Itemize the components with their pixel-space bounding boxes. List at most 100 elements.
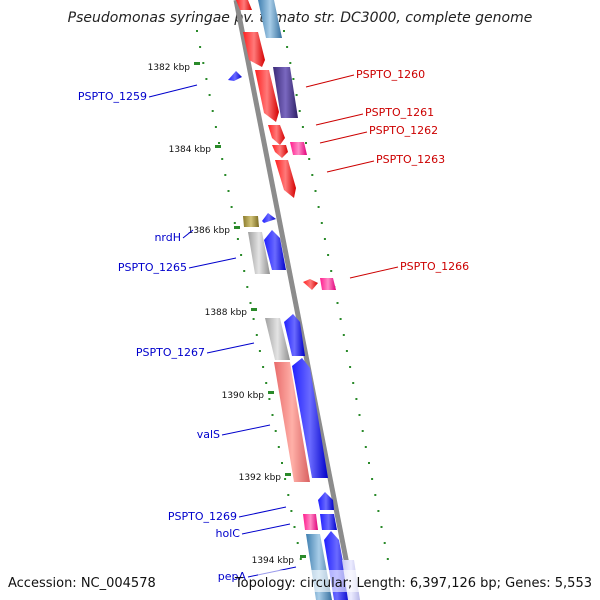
tick-dot	[249, 302, 252, 304]
gene-pspto-1266-ortholog[interactable]	[320, 278, 336, 290]
gene-pspto-1260-arrow[interactable]	[243, 32, 265, 67]
gene-pspto-1265-arrow[interactable]	[264, 230, 286, 270]
tick-dot	[339, 318, 342, 320]
tick-dot	[336, 302, 339, 304]
tick-dot	[208, 94, 211, 96]
label-pspto-1259[interactable]: PSPTO_1259	[78, 90, 147, 103]
gene-pspto-1261-arrow[interactable]	[268, 125, 285, 145]
reverse-gene-labels: PSPTO_1259 nrdH PSPTO_1265 PSPTO_1267 va…	[78, 84, 297, 583]
label-pspto-1266[interactable]: PSPTO_1266	[400, 260, 469, 273]
gene-nrdh-ortholog[interactable]	[243, 216, 259, 227]
gene-nrdh-arrow[interactable]	[262, 213, 276, 223]
gene-pspto-1260-b-arrow[interactable]	[255, 70, 279, 122]
gene-pspto-1263-arrow[interactable]	[275, 160, 296, 198]
tick-dot	[258, 350, 261, 352]
dotted-tick-tracks	[196, 30, 389, 560]
tick-dot	[305, 142, 307, 144]
gene-pspto-1262-arrow[interactable]	[272, 145, 288, 158]
tick-dot	[230, 206, 233, 208]
leader-line	[315, 113, 364, 126]
tick-dot	[286, 46, 289, 48]
leader-line	[188, 257, 237, 269]
tick-dot	[342, 334, 345, 336]
label-vals[interactable]: valS	[197, 428, 220, 441]
gene-holc-arrow[interactable]	[320, 514, 337, 530]
tick-dot	[268, 398, 271, 400]
kbp-label: 1382 kbp	[148, 63, 191, 73]
tick-dot	[277, 446, 280, 448]
kbp-label: 1392 kbp	[239, 473, 282, 483]
kbp-label: 1394 kbp	[252, 556, 295, 566]
label-holc[interactable]: holC	[216, 527, 241, 540]
gene-vals-arrow[interactable]	[292, 358, 328, 478]
leader-line	[349, 266, 399, 279]
leader-line	[238, 506, 287, 518]
tick-dot	[374, 494, 377, 496]
label-pepa[interactable]: pepA	[218, 570, 247, 583]
tick-dot	[323, 238, 326, 240]
tick-dot	[221, 158, 224, 160]
gene-vals-ortholog[interactable]	[274, 362, 310, 482]
tick-dot	[196, 30, 198, 32]
tick-dot	[262, 366, 265, 368]
kbp-label: 1384 kbp	[169, 145, 212, 155]
tick-dot	[383, 542, 386, 544]
leader-line	[206, 342, 255, 354]
tick-dot	[308, 158, 311, 160]
kbp-scale: 1382 kbp 1384 kbp 1386 kbp 1388 kbp 1390…	[148, 62, 306, 566]
label-nrdh[interactable]: nrdH	[154, 231, 181, 244]
label-pspto-1262[interactable]: PSPTO_1262	[369, 124, 438, 137]
gene-pspto-1265-ortholog[interactable]	[248, 232, 270, 274]
gene-pspto-1269-arrow[interactable]	[318, 492, 334, 510]
tick-dot	[345, 350, 348, 352]
label-pspto-1269[interactable]: PSPTO_1269	[168, 510, 237, 523]
gene-pspto-1267-arrow[interactable]	[284, 314, 305, 356]
tick-dot	[252, 318, 255, 320]
tick-dot	[218, 142, 220, 144]
tick-dot	[296, 542, 299, 544]
tick-dot	[327, 254, 330, 256]
tick-dot	[199, 46, 202, 48]
kbp-tick	[194, 62, 200, 65]
label-pspto-1265[interactable]: PSPTO_1265	[118, 261, 187, 274]
forward-gene-labels: PSPTO_1260 PSPTO_1261 PSPTO_1262 PSPTO_1…	[305, 68, 469, 279]
label-pspto-1260[interactable]: PSPTO_1260	[356, 68, 425, 81]
leader-line	[182, 229, 194, 239]
tick-dot	[368, 462, 370, 464]
leader-line	[305, 74, 355, 88]
gene-pspto-1259-arrow[interactable]	[228, 71, 242, 81]
tick-dot	[320, 222, 323, 224]
gene-arrow[interactable]	[258, 0, 282, 38]
gene-arrow[interactable]	[236, 0, 252, 10]
tick-dot	[281, 462, 283, 464]
kbp-label: 1386 kbp	[188, 226, 231, 236]
label-pspto-1261[interactable]: PSPTO_1261	[365, 106, 434, 119]
tick-dot	[298, 110, 301, 112]
leader-line	[148, 84, 198, 98]
gene-pspto-1260-ortholog-arrow[interactable]	[273, 67, 298, 118]
gene-pspto-1262-ortholog-arrow[interactable]	[290, 142, 307, 155]
gene-pspto-1267-ortholog[interactable]	[265, 318, 290, 360]
tick-dot	[361, 430, 364, 432]
label-pspto-1263[interactable]: PSPTO_1263	[376, 153, 445, 166]
tick-dot	[295, 94, 298, 96]
tick-dot	[214, 126, 217, 128]
tick-dot	[202, 62, 205, 64]
tick-dot	[364, 446, 367, 448]
kbp-tick	[215, 145, 221, 148]
tick-dot	[314, 190, 317, 192]
tick-dot	[317, 206, 320, 208]
tick-dot	[349, 366, 352, 368]
tick-dot	[330, 270, 333, 272]
tick-dot	[299, 558, 302, 560]
gene-pspto-1266-arrow[interactable]	[303, 279, 318, 290]
gene-holc-ortholog[interactable]	[303, 514, 318, 530]
page-title: Pseudomonas syringae pv. tomato str. DC3…	[68, 10, 533, 26]
kbp-label: 1388 kbp	[205, 308, 248, 318]
topology-text: Topology: circular; Length: 6,397,126 bp…	[234, 576, 592, 591]
tick-dot	[290, 510, 293, 512]
tick-dot	[240, 254, 243, 256]
tick-dot	[236, 238, 239, 240]
label-pspto-1267[interactable]: PSPTO_1267	[136, 346, 205, 359]
leader-line	[221, 424, 271, 436]
